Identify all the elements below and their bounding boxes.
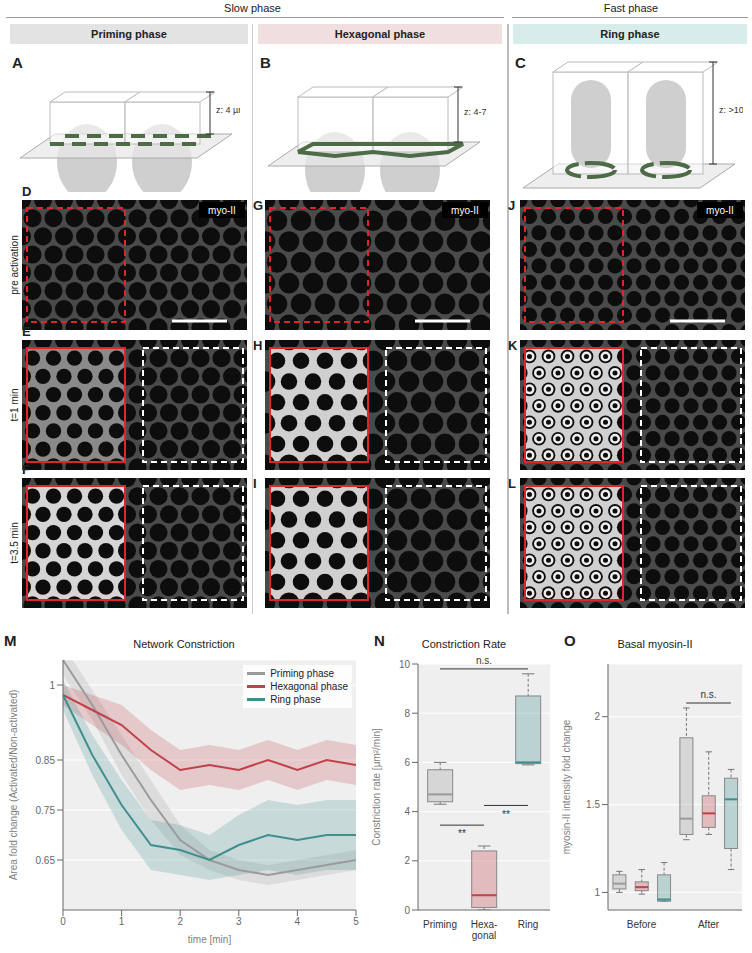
svg-text:4: 4: [404, 806, 410, 817]
html-text:D: D: [22, 184, 32, 199]
svg-text:**: **: [502, 809, 510, 820]
svg-text:Hexa-gonal: Hexa-gonal: [471, 919, 498, 941]
svg-text:z: 4 µm: z: 4 µm: [216, 105, 240, 115]
svg-text:n.s.: n.s.: [700, 689, 716, 700]
svg-text:After: After: [698, 919, 720, 930]
html-text:K: K: [508, 338, 518, 353]
svg-text:0.65: 0.65: [36, 855, 56, 866]
svg-text:5: 5: [353, 916, 359, 927]
svg-text:myo-II: myo-II: [451, 205, 479, 216]
html-text:Ring phase: Ring phase: [270, 694, 321, 705]
svg-text:0.75: 0.75: [36, 805, 56, 816]
svg-text:Before: Before: [627, 919, 657, 930]
html-text:Fast phase: Fast phase: [603, 2, 659, 14]
html-text:t=3.5 min: t=3.5 min: [8, 522, 20, 564]
svg-text:1.5: 1.5: [586, 799, 600, 810]
svg-text:Area fold change (Activated/No: Area fold change (Activated/Non-activate…: [8, 690, 19, 881]
svg-text:myosin-II intensity fold chang: myosin-II intensity fold change: [561, 719, 572, 854]
svg-text:1: 1: [594, 887, 600, 898]
svg-text:2: 2: [177, 916, 183, 927]
html-text:L: L: [508, 476, 516, 491]
html-text:Basal myosin-II: Basal myosin-II: [617, 638, 693, 650]
html-text:J: J: [508, 198, 516, 213]
svg-text:8: 8: [404, 708, 410, 719]
html-text:Hexagonal phase: Hexagonal phase: [334, 28, 426, 40]
html-text:Priming phase: Priming phase: [270, 668, 335, 679]
html-text:O: O: [564, 632, 576, 649]
html-text:C: C: [515, 54, 526, 71]
html-text:Network Constriction: Network Constriction: [133, 638, 235, 650]
svg-text:z: >10 µm: z: >10 µm: [719, 105, 743, 115]
svg-text:time [min]: time [min]: [188, 934, 232, 945]
svg-text:1: 1: [49, 680, 55, 691]
html-text:pre activation: pre activation: [8, 235, 20, 295]
html-text:F: F: [22, 462, 30, 477]
html-text:Ring phase: Ring phase: [600, 28, 660, 40]
html-text:Slow phase: Slow phase: [224, 2, 281, 14]
svg-text:0: 0: [404, 905, 410, 916]
html-text:I: I: [253, 476, 257, 491]
svg-text:0.85: 0.85: [36, 755, 56, 766]
svg-text:Ring: Ring: [518, 919, 539, 930]
svg-text:10: 10: [399, 659, 411, 670]
svg-text:myo-II: myo-II: [208, 205, 236, 216]
svg-text:6: 6: [404, 757, 410, 768]
svg-text:**: **: [458, 828, 466, 839]
html-text:Priming phase: Priming phase: [91, 28, 167, 40]
svg-text:2: 2: [404, 855, 410, 866]
svg-text:n.s.: n.s.: [476, 655, 492, 666]
html-text:Constriction Rate: Constriction Rate: [421, 638, 507, 650]
svg-text:0: 0: [60, 916, 66, 927]
svg-text:Constriction rate [µm²/min]: Constriction rate [µm²/min]: [371, 728, 382, 846]
html-text:G: G: [253, 198, 264, 213]
html-text:Hexagonal phase: Hexagonal phase: [270, 681, 348, 692]
html-text:t=1 min: t=1 min: [8, 388, 20, 422]
html-text:M: M: [4, 632, 17, 649]
svg-text:Priming: Priming: [423, 919, 457, 930]
html-text:A: A: [12, 54, 23, 71]
svg-text:3: 3: [236, 916, 242, 927]
svg-text:1: 1: [119, 916, 125, 927]
svg-text:z: 4-7 µm: z: 4-7 µm: [464, 107, 488, 117]
html-text:E: E: [22, 324, 31, 339]
svg-text:4: 4: [295, 916, 301, 927]
html-text:B: B: [260, 54, 271, 71]
html-text:N: N: [374, 632, 385, 649]
html-text:H: H: [253, 338, 263, 353]
svg-text:myo-II: myo-II: [706, 205, 734, 216]
svg-text:2: 2: [594, 711, 600, 722]
